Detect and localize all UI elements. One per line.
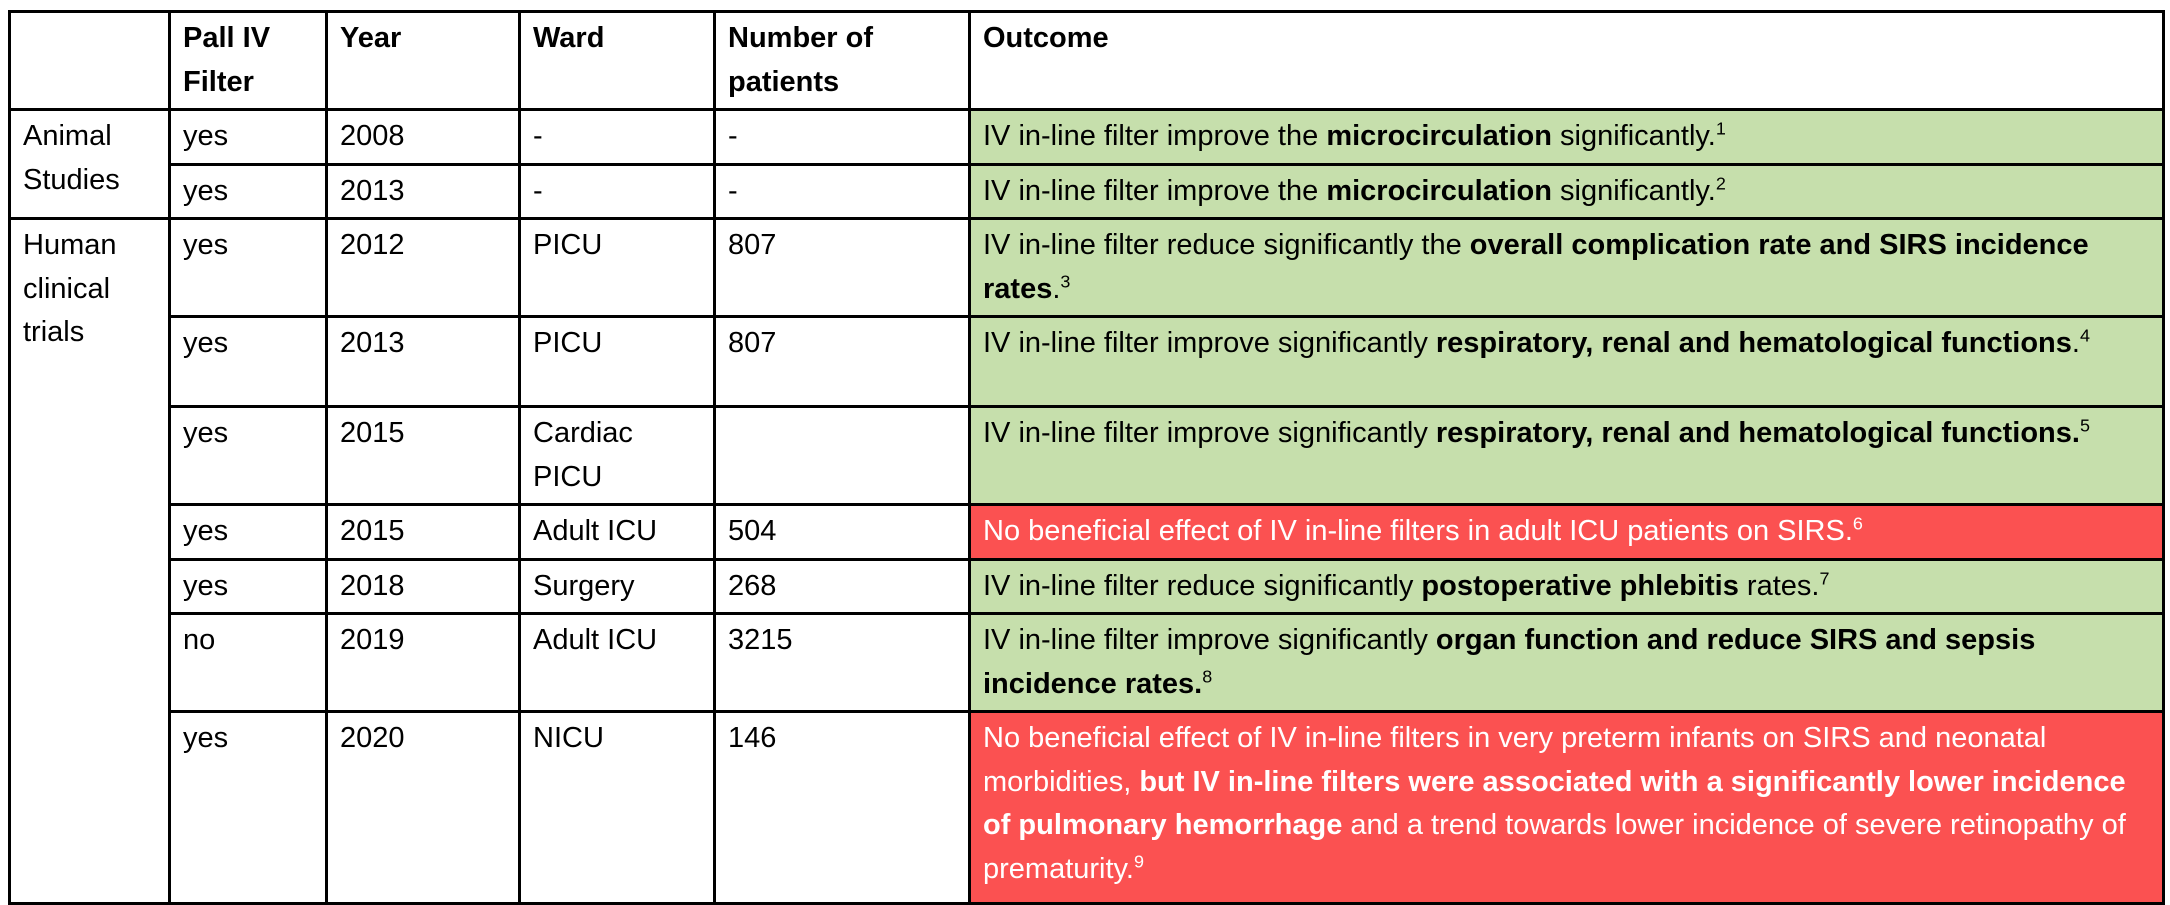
outcome-text-segment: No beneficial effect of IV in-line filte… [983,515,1853,547]
year-cell: 2015 [325,503,521,561]
outcome-text-segment: IV in-line filter improve significantly [983,624,1436,656]
citation-reference: 1 [1715,118,1726,139]
outcome-cell: IV in-line filter reduce significantly t… [968,217,2165,318]
table-header: Pall IV Filter Year Ward Number of patients… [8,10,2165,111]
pall-iv-filter-cell: no [168,612,328,713]
table-row: no 2019 Adult ICU 3215 IV in-line filter imp… [10,612,2165,713]
outcome-cell: IV in-line filter improve significantly … [968,405,2165,506]
table-row: yes 2013- - IV in-line filter improve the m… [10,162,2165,220]
outcome-text-segment: postoperative phlebitis [1421,569,1739,602]
patients-cell [713,405,971,506]
pall-iv-filter-cell: yes [168,557,328,615]
citation-reference: 8 [1202,665,1213,686]
outcome-text-segment: respiratory, renal and hematological fun… [1435,417,2080,449]
studies-table: Pall IV Filter Year Ward Number of patients… [8,10,2165,905]
pall-iv-filter-cell: yes [168,405,328,506]
outcome-cell: IV in-line filter reduce significantly p… [968,557,2165,615]
outcome-text-segment: significantly. [1551,174,1716,207]
year-cell: 2015 [325,405,521,506]
year-cell: 2012 [325,217,521,318]
outcome-text-segment: IV in-line filter improve significantly [983,417,1436,449]
table-row: yes 2013 PICU 807 IV in-line filter improve … [10,315,2165,408]
outcome-cell: IV in-line filter improve significantly … [968,612,2165,713]
column-header-year: Year [325,10,521,111]
outcome-text-segment: IV in-line filter improve significantly [983,327,1436,359]
outcome-cell: No beneficial effect of IV in-line filte… [968,503,2165,561]
patients-cell: 146 [713,710,971,905]
outcome-text-segment: IV in-line filter reduce significantly [983,569,1422,602]
outcome-text-segment: organ function and reduce SIRS and sepsi… [983,624,2036,700]
pall-iv-filter-cell: yes [168,710,328,905]
column-header-group [8,10,171,111]
ward-cell: NICU [518,710,716,905]
patients-cell: 3215 [713,612,971,713]
outcome-text-segment: overall complication rate and SIRS incid… [983,229,2089,305]
patients-cell: 807 [713,217,971,318]
ward-cell: PICU [518,315,716,408]
ward-cell: - [518,162,716,220]
outcome-text-segment: IV in-line filter improve the [983,174,1327,207]
outcome-text-segment: No beneficial effect of IV in-line filte… [983,722,2047,798]
studies-table-container: Pall IV Filter Year Ward Number of patients… [8,10,2165,905]
ward-cell: Cardiac PICU [518,405,716,506]
table-row: yes 2020 NICU 146 No beneficial effect of IV… [10,710,2165,905]
ward-cell: Adult ICU [518,503,716,561]
patients-cell: 807 [713,315,971,408]
outcome-text-segment: but IV in-line filters were associated w… [983,765,2126,842]
citation-reference: 9 [1133,850,1144,871]
year-cell: 2018 [325,557,521,615]
pall-iv-filter-cell: yes [168,162,328,220]
column-header-ward: Ward [518,10,716,111]
outcome-text-segment: microcirculation [1326,174,1552,207]
pall-iv-filter-cell: yes [168,217,328,318]
patients-cell: 268 [713,557,971,615]
patients-cell: 504 [713,503,971,561]
year-cell: 2013 [325,162,521,220]
patients-cell: - [713,162,971,220]
outcome-cell: IV in-line filter improve the microcircu… [968,162,2165,220]
outcome-text-segment: respiratory, renal and hematological fun… [1435,327,2072,359]
citation-reference: 4 [2079,325,2090,346]
outcome-cell: IV in-line filter improve significantly … [968,315,2165,408]
pall-iv-filter-cell: yes [168,108,328,166]
pall-iv-filter-cell: yes [168,315,328,408]
table-row: yes 2015 Cardiac PICU IV in-line filter imp… [10,405,2165,506]
table-row: Human clinical trials yes 2012 PICU 807 IV in… [8,217,2165,905]
table-row: yes 2018 Surgery 268 IV in-line filter reduc… [10,557,2165,615]
ward-cell: - [518,108,716,166]
outcome-text-segment: . [1052,272,1061,305]
column-header-outcome: Outcome [968,10,2165,111]
group-label-cell: Animal Studies [8,108,171,220]
outcome-cell: IV in-line filter improve the microcircu… [968,108,2165,166]
outcome-text-segment: . [2071,327,2080,359]
column-header-pall-iv-filter: Pall IV Filter [168,10,328,111]
citation-reference: 5 [2079,415,2090,436]
table-row: Animal Studies yes 2008- - IV in-line filter… [8,108,2165,220]
outcome-text-segment: IV in-line filter improve the [983,120,1327,152]
pall-iv-filter-cell: yes [168,503,328,561]
group-label-cell: Human clinical trials [8,217,171,905]
outcome-text-segment: significantly. [1551,120,1716,152]
table-body: Animal Studies yes 2008- - IV in-line filter… [8,108,2165,905]
patients-cell: - [713,108,971,166]
citation-reference: 7 [1819,567,1830,588]
outcome-cell: No beneficial effect of IV in-line filte… [968,710,2165,905]
year-cell: 2008 [325,108,521,166]
table-row: yes 2015 Adult ICU 504 No beneficial effect … [10,503,2165,561]
outcome-text-segment: IV in-line filter reduce significantly t… [983,229,1470,261]
column-header-number-of-patients: Number of patients [713,10,971,111]
citation-reference: 2 [1715,172,1726,193]
year-cell: 2020 [325,710,521,905]
ward-cell: Adult ICU [518,612,716,713]
outcome-text-segment: microcirculation [1326,120,1552,152]
year-cell: 2019 [325,612,521,713]
citation-reference: 6 [1852,513,1863,534]
citation-reference: 3 [1060,270,1071,291]
header-row: Pall IV Filter Year Ward Number of patients… [8,10,2165,111]
outcome-text-segment: rates. [1738,569,1820,602]
ward-cell: Surgery [518,557,716,615]
year-cell: 2013 [325,315,521,408]
ward-cell: PICU [518,217,716,318]
